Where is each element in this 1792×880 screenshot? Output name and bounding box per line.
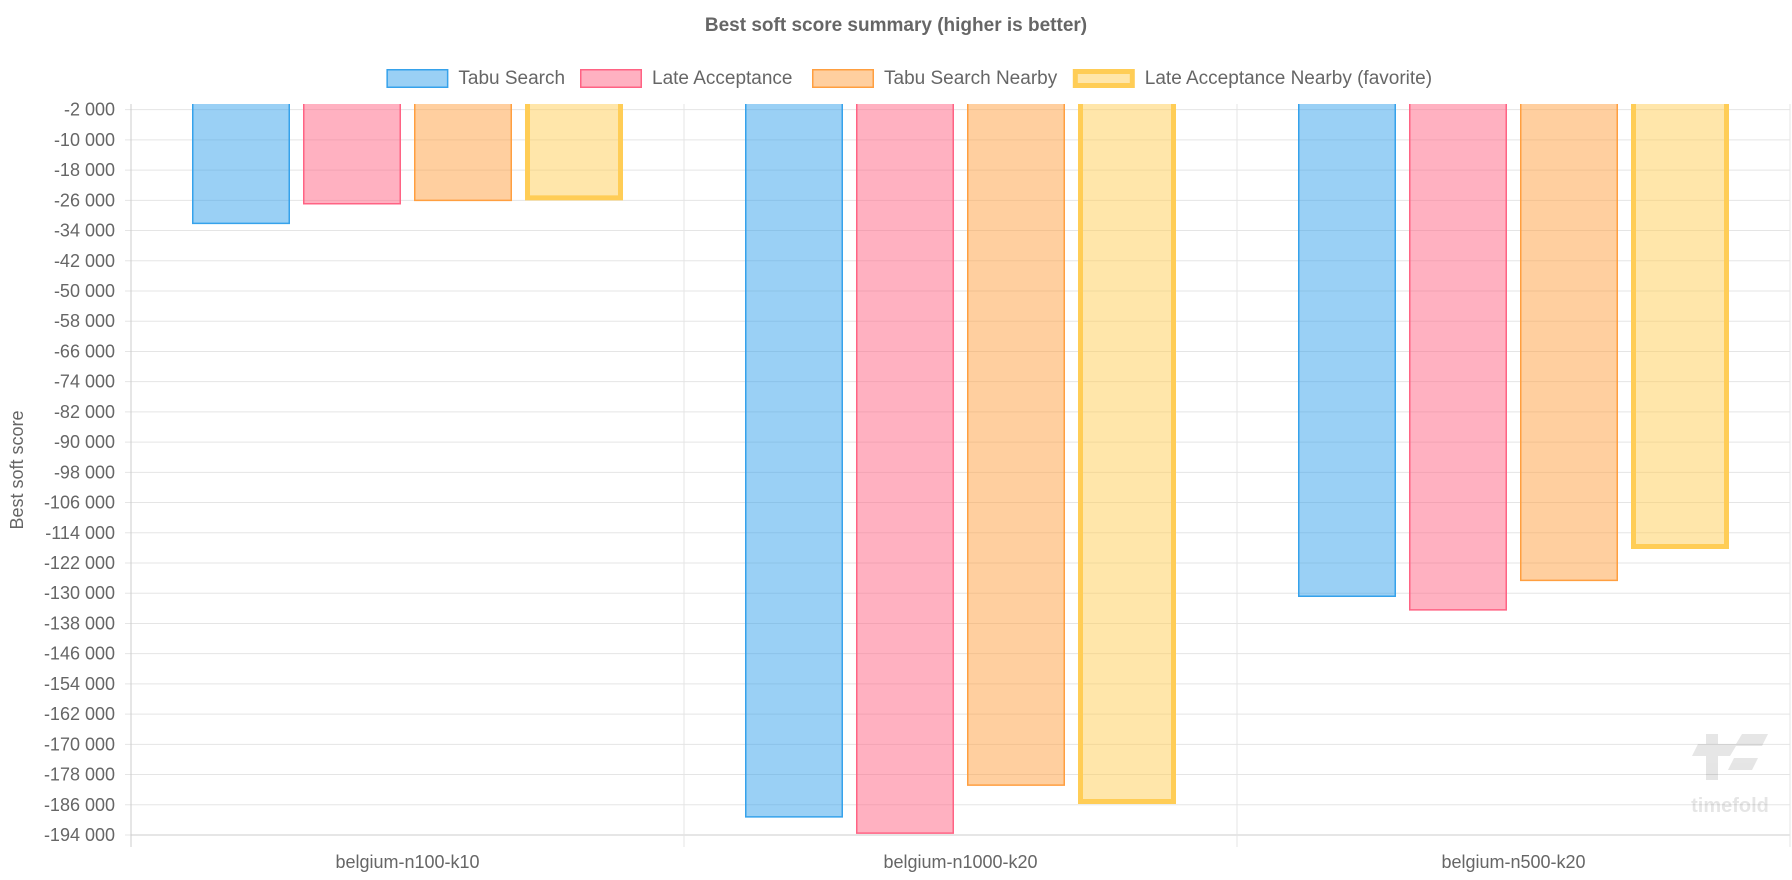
- y-tick-label: -66 000: [54, 341, 115, 361]
- bar: [1298, 104, 1396, 597]
- y-tick-label: -58 000: [54, 311, 115, 331]
- bar-border: [967, 104, 1065, 786]
- y-tick-label: -146 000: [44, 644, 115, 664]
- bar-border: [745, 104, 843, 818]
- bar: [1080, 104, 1174, 802]
- y-tick-label: -82 000: [54, 402, 115, 422]
- bars: [192, 104, 1729, 834]
- legend: Tabu Search Late Acceptance Tabu Search Ne…: [386, 68, 1432, 89]
- y-axis-label: Best soft score: [7, 410, 27, 529]
- watermark: timefold: [1691, 795, 1769, 817]
- bar: [745, 104, 843, 817]
- bar-border: [1298, 104, 1396, 597]
- bar: [527, 104, 621, 198]
- bar-border: [856, 104, 954, 834]
- legend-label: Tabu Search Nearby: [884, 68, 1058, 89]
- x-tick-label: belgium-n1000-k20: [883, 852, 1037, 872]
- y-tick-label: -10 000: [54, 130, 115, 150]
- bar-border: [303, 104, 401, 205]
- legend-swatch: [1072, 69, 1135, 88]
- bar: [856, 104, 954, 834]
- bar-border: [1631, 104, 1729, 550]
- y-tick-label: -2 000: [64, 100, 115, 120]
- bar-border: [1409, 104, 1507, 611]
- legend-swatch: [386, 69, 449, 88]
- y-tick-label: -18 000: [54, 160, 115, 180]
- bar-border: [1078, 104, 1176, 805]
- y-tick-label: -186 000: [44, 795, 115, 815]
- bar: [414, 104, 512, 201]
- y-tick-label: -34 000: [54, 221, 115, 241]
- legend-swatch: [580, 69, 642, 88]
- y-tick-label: -138 000: [44, 613, 115, 633]
- y-tick-label: -26 000: [54, 190, 115, 210]
- y-tick-label: -194 000: [44, 825, 115, 845]
- y-tick-label: -154 000: [44, 674, 115, 694]
- bar: [303, 104, 401, 204]
- legend-label: Late Acceptance Nearby (favorite): [1145, 68, 1432, 89]
- bar-border: [525, 104, 623, 201]
- y-tick-label: -98 000: [54, 462, 115, 482]
- bar: [1633, 104, 1727, 547]
- y-tick-label: -178 000: [44, 765, 115, 785]
- legend-swatch: [812, 69, 874, 88]
- bar-border: [192, 104, 290, 225]
- grid: [125, 104, 1791, 847]
- y-axis-ticks: -2 000 -10 000 -18 000 -26 000 -34 000 -42 00…: [44, 100, 115, 845]
- timefold-logo: timefold: [1691, 734, 1769, 817]
- bar: [192, 104, 290, 224]
- y-tick-label: -42 000: [54, 251, 115, 271]
- y-tick-label: -130 000: [44, 583, 115, 603]
- bar: [1520, 104, 1618, 581]
- y-tick-label: -74 000: [54, 372, 115, 392]
- y-tick-label: -106 000: [44, 493, 115, 513]
- chart-title: Best soft score summary (higher is bette…: [705, 15, 1087, 36]
- legend-label: Late Acceptance: [652, 68, 793, 89]
- legend-label: Tabu Search: [458, 68, 565, 89]
- y-tick-label: -170 000: [44, 734, 115, 754]
- y-tick-label: -90 000: [54, 432, 115, 452]
- x-tick-label: belgium-n100-k10: [335, 852, 479, 872]
- bar-border: [414, 104, 512, 202]
- x-axis-ticks: belgium-n100-k10 belgium-n1000-k20 belgium…: [335, 852, 1585, 872]
- bar: [967, 104, 1065, 786]
- y-tick-label: -114 000: [45, 523, 115, 543]
- bar-border: [1520, 104, 1618, 582]
- x-tick-label: belgium-n500-k20: [1441, 852, 1585, 872]
- y-tick-label: -50 000: [54, 281, 115, 301]
- y-tick-label: -122 000: [44, 553, 115, 573]
- y-tick-label: -162 000: [44, 704, 115, 724]
- bar: [1409, 104, 1507, 610]
